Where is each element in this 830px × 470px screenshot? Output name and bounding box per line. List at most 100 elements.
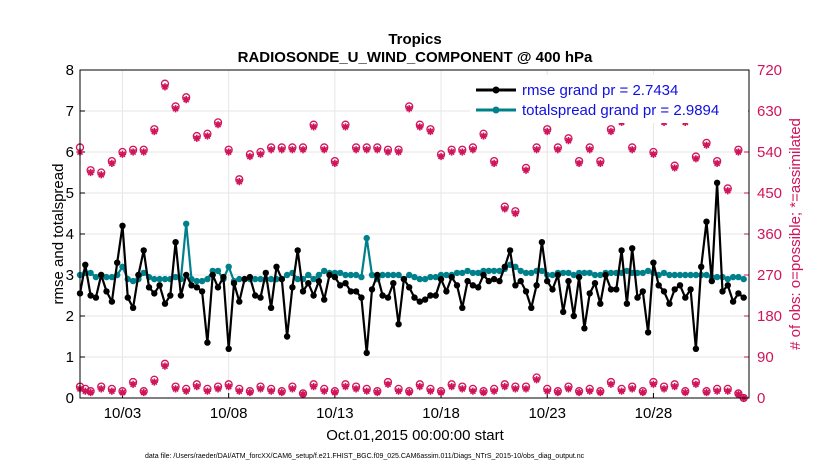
totalspread-point xyxy=(740,275,747,283)
totalspread-point xyxy=(342,271,349,279)
rmse-point xyxy=(565,277,572,285)
totalspread-point xyxy=(687,271,694,279)
obs-assimilated-marker xyxy=(724,187,732,195)
data-file-footnote: data file: /Users/raeder/DAI/ATM_forcXX/… xyxy=(145,453,585,460)
obs-assimilated-marker xyxy=(235,178,243,186)
rmse-point xyxy=(453,282,461,289)
obs-assimilated-marker xyxy=(384,148,392,156)
rmse-point xyxy=(687,286,694,293)
obs-assimilated-marker xyxy=(596,388,604,397)
obs-assimilated-marker xyxy=(607,127,615,136)
y2-tick-label: 0 xyxy=(757,390,765,407)
totalspread-point xyxy=(411,273,418,281)
totalspread-point xyxy=(459,269,466,277)
totalspread-point xyxy=(692,271,700,279)
rmse-point xyxy=(374,271,381,279)
rmse-point xyxy=(544,277,551,285)
rmse-point xyxy=(666,300,673,307)
obs-assimilated-marker xyxy=(490,387,498,395)
obs-assimilated-marker xyxy=(734,148,742,156)
obs-assimilated-marker xyxy=(702,141,711,149)
rmse-point xyxy=(698,263,705,270)
obs-assimilated-marker xyxy=(129,380,137,388)
rmse-point xyxy=(347,288,354,295)
totalspread-point xyxy=(443,271,450,279)
obs-assimilated-marker xyxy=(692,155,700,163)
rmse-point xyxy=(124,294,131,301)
obs-assimilated-marker xyxy=(479,388,488,397)
obs-assimilated-marker xyxy=(203,387,212,395)
x-tick-label: 10/23 xyxy=(528,405,566,422)
legend-box xyxy=(470,75,748,123)
rmse-point xyxy=(236,298,243,305)
totalspread-point xyxy=(390,271,397,279)
obs-assimilated-marker xyxy=(331,159,339,167)
obs-assimilated-marker xyxy=(87,168,95,177)
obs-assimilated-marker xyxy=(267,146,275,154)
rmse-point xyxy=(257,294,264,301)
totalspread-point xyxy=(406,271,413,279)
obs-assimilated-marker xyxy=(161,362,169,370)
rmse-point xyxy=(496,277,503,285)
totalspread-point xyxy=(565,269,572,277)
rmse-point xyxy=(586,290,593,297)
totalspread-point xyxy=(161,275,169,283)
totalspread-point xyxy=(538,267,546,275)
rmse-point xyxy=(342,280,349,287)
rmse-point xyxy=(390,280,397,287)
y-tick-label: 5 xyxy=(66,185,74,202)
obs-assimilated-marker xyxy=(511,385,519,393)
totalspread-point xyxy=(469,269,477,277)
rmse-point xyxy=(501,263,508,270)
totalspread-point xyxy=(427,273,434,281)
rmse-point xyxy=(82,261,89,268)
rmse-point xyxy=(528,304,535,311)
totalspread-point xyxy=(517,267,524,275)
rmse-point xyxy=(538,239,546,246)
obs-assimilated-marker xyxy=(150,378,158,386)
obs-assimilated-marker xyxy=(713,387,721,395)
totalspread-point xyxy=(225,263,232,270)
legend-spread-label: totalspread grand pr = 2.9894 xyxy=(522,102,719,119)
obs-assimilated-marker xyxy=(193,134,201,142)
obs-assimilated-marker xyxy=(586,146,594,154)
totalspread-point xyxy=(597,271,604,279)
totalspread-point xyxy=(522,269,530,277)
totalspread-point xyxy=(586,269,593,277)
rmse-point xyxy=(273,263,280,270)
rmse-point xyxy=(427,292,434,299)
obs-assimilated-marker xyxy=(554,146,562,154)
totalspread-point xyxy=(395,271,402,279)
rmse-point xyxy=(607,286,615,293)
rmse-point xyxy=(469,282,477,289)
rmse-point xyxy=(363,349,370,357)
obs-assimilated-marker xyxy=(628,385,636,393)
obs-assimilated-marker xyxy=(416,383,424,391)
totalspread-point xyxy=(267,275,275,283)
totalspread-point xyxy=(490,267,498,275)
rmse-point xyxy=(660,288,668,295)
obs-assimilated-marker xyxy=(649,380,658,388)
obs-assimilated-marker xyxy=(214,121,222,129)
rmse-point xyxy=(193,284,200,291)
totalspread-point xyxy=(363,234,370,242)
totalspread-point xyxy=(682,271,689,279)
x-tick-label: 10/03 xyxy=(104,405,142,422)
obs-assimilated-marker xyxy=(681,388,689,397)
obs-assimilated-marker xyxy=(341,383,350,391)
rmse-point xyxy=(644,329,652,336)
plot-frame xyxy=(79,69,750,399)
obs-assimilated-marker xyxy=(225,383,233,391)
rmse-point xyxy=(560,308,567,316)
chart-title: Tropics xyxy=(388,31,441,48)
totalspread-point xyxy=(560,269,567,277)
rmse-point xyxy=(729,298,737,305)
obs-assimilated-marker xyxy=(501,383,509,391)
x-tick-label: 10/13 xyxy=(316,405,354,422)
obs-assimilated-marker xyxy=(214,385,222,393)
obs-assimilated-marker xyxy=(384,380,392,388)
x-tick-label: 10/08 xyxy=(210,405,248,422)
rmse-point xyxy=(305,280,312,287)
y-tick-label: 8 xyxy=(66,62,74,79)
rmse-point xyxy=(119,222,126,229)
